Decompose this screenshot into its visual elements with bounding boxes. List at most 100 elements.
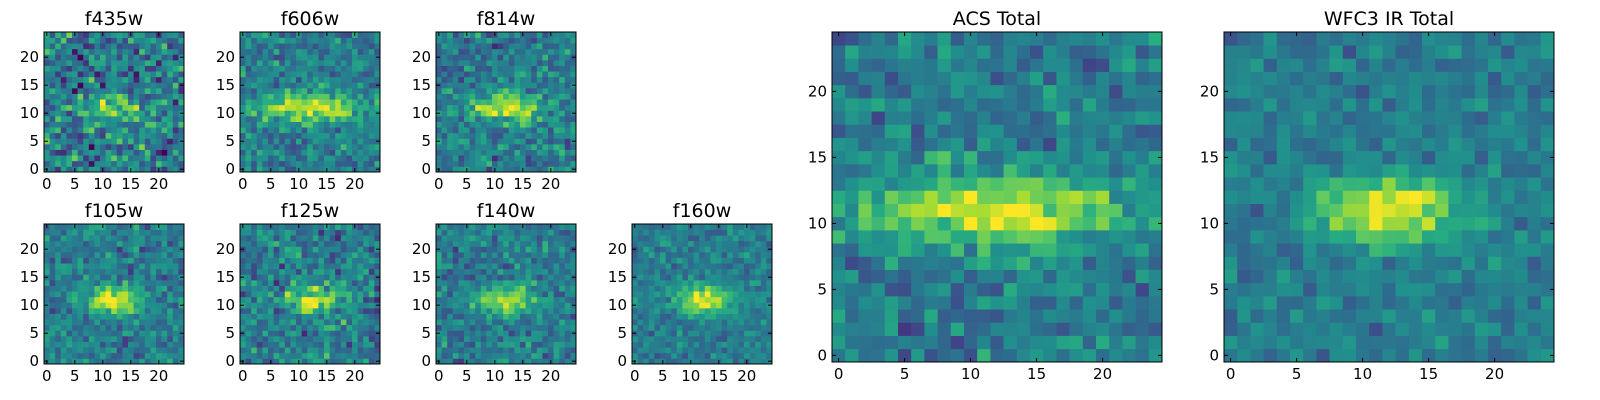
- heatmap-cell: [128, 110, 134, 117]
- heatmap-cell: [256, 285, 263, 292]
- heatmap-cell: [486, 32, 493, 38]
- heatmap-cell: [279, 121, 286, 128]
- heatmap-cell: [49, 116, 56, 122]
- heatmap-cell: [637, 268, 644, 275]
- heatmap-cell: [144, 54, 151, 61]
- heatmap-cell: [100, 127, 106, 134]
- heatmap-cell: [665, 263, 672, 270]
- heatmap-cell: [480, 240, 487, 247]
- heatmap-cell: [105, 263, 112, 270]
- heatmap-cell: [251, 296, 258, 303]
- heatmap-cell: [144, 149, 151, 156]
- heatmap-cell: [977, 296, 991, 310]
- heatmap-cell: [660, 313, 666, 320]
- heatmap-cell: [77, 296, 84, 303]
- heatmap-cell: [492, 65, 498, 72]
- heatmap-cell: [346, 54, 353, 61]
- heatmap-cell: [525, 330, 532, 337]
- heatmap-cell: [871, 203, 886, 218]
- heatmap-cell: [161, 235, 168, 242]
- heatmap-cell: [251, 104, 258, 111]
- heatmap-cell: [458, 235, 465, 242]
- heatmap-cell: [464, 127, 470, 134]
- heatmap-cell: [301, 358, 308, 365]
- heatmap-cell: [49, 32, 56, 38]
- heatmap-cell: [760, 319, 767, 326]
- heatmap-cell: [268, 330, 274, 337]
- heatmap-cell: [284, 347, 291, 354]
- heatmap-cell: [977, 190, 991, 204]
- heatmap-cell: [884, 150, 899, 165]
- heatmap-cell: [1056, 256, 1070, 270]
- heatmap-cell: [284, 291, 291, 298]
- heatmap-cell: [329, 54, 336, 61]
- heatmap-cell: [161, 330, 168, 337]
- heatmap-cell: [116, 285, 123, 292]
- heatmap-cell: [570, 324, 577, 331]
- heatmap-cell: [150, 235, 157, 242]
- heatmap-cell: [55, 274, 62, 281]
- heatmap-cell: [100, 48, 106, 55]
- heatmap-cell: [100, 341, 106, 348]
- heatmap-cell: [665, 280, 672, 286]
- heatmap-cell: [990, 150, 1004, 165]
- heatmap-cell: [335, 296, 342, 303]
- heatmap-cell: [66, 121, 73, 128]
- heatmap-cell: [318, 149, 325, 156]
- heatmap-cell: [144, 302, 151, 309]
- heatmap-cell: [363, 308, 370, 314]
- x-tick-label: 10: [485, 175, 504, 193]
- heatmap-cell: [469, 110, 476, 117]
- heatmap-cell: [66, 246, 73, 253]
- heatmap-cell: [464, 352, 470, 359]
- heatmap-cell: [660, 308, 666, 314]
- heatmap-cell: [144, 257, 151, 264]
- heatmap-cell: [699, 352, 706, 359]
- heatmap-cell: [553, 132, 560, 139]
- heatmap-cell: [452, 60, 459, 66]
- heatmap-cell: [49, 347, 56, 354]
- heatmap-cell: [858, 190, 872, 204]
- heatmap-cell: [525, 274, 532, 281]
- y-tick-label: 0: [29, 352, 39, 370]
- heatmap-cell: [480, 116, 487, 122]
- heatmap-cell: [464, 336, 470, 342]
- heatmap-cell: [150, 60, 157, 66]
- heatmap-cell: [436, 324, 442, 331]
- heatmap-cell: [447, 116, 454, 122]
- heatmap-cell: [66, 274, 73, 281]
- heatmap-cell: [150, 296, 157, 303]
- heatmap-cell: [464, 71, 470, 78]
- heatmap-cell: [436, 263, 442, 270]
- heatmap-cell: [682, 246, 689, 253]
- heatmap-cell: [374, 160, 381, 167]
- heatmap-cell: [49, 285, 56, 292]
- heatmap-cell: [458, 110, 465, 117]
- heatmap-cell: [648, 324, 655, 331]
- heatmap-cell: [486, 60, 493, 66]
- heatmap-cell: [536, 127, 543, 134]
- heatmap-cell: [492, 229, 498, 236]
- heatmap-cell: [156, 88, 162, 94]
- heatmap-cell: [497, 54, 504, 61]
- heatmap-cell: [699, 280, 706, 286]
- heatmap-cell: [273, 257, 280, 264]
- heatmap-cell: [122, 313, 129, 320]
- heatmap-cell: [1056, 216, 1070, 231]
- heatmap-cell: [508, 252, 515, 258]
- heatmap-cell: [116, 43, 123, 50]
- heatmap-cell: [480, 274, 487, 281]
- heatmap-cell: [55, 76, 62, 83]
- heatmap-cell: [738, 308, 745, 314]
- heatmap-cell: [318, 280, 325, 286]
- heatmap-cell: [150, 93, 157, 100]
- heatmap-cell: [72, 104, 78, 111]
- heatmap-cell: [738, 274, 745, 281]
- heatmap-cell: [268, 285, 274, 292]
- heatmap-cell: [469, 319, 476, 326]
- heatmap-cell: [357, 313, 364, 320]
- heatmap-cell: [245, 144, 252, 150]
- heatmap-cell: [273, 54, 280, 61]
- heatmap-cell: [721, 268, 728, 275]
- heatmap-cell: [676, 268, 683, 275]
